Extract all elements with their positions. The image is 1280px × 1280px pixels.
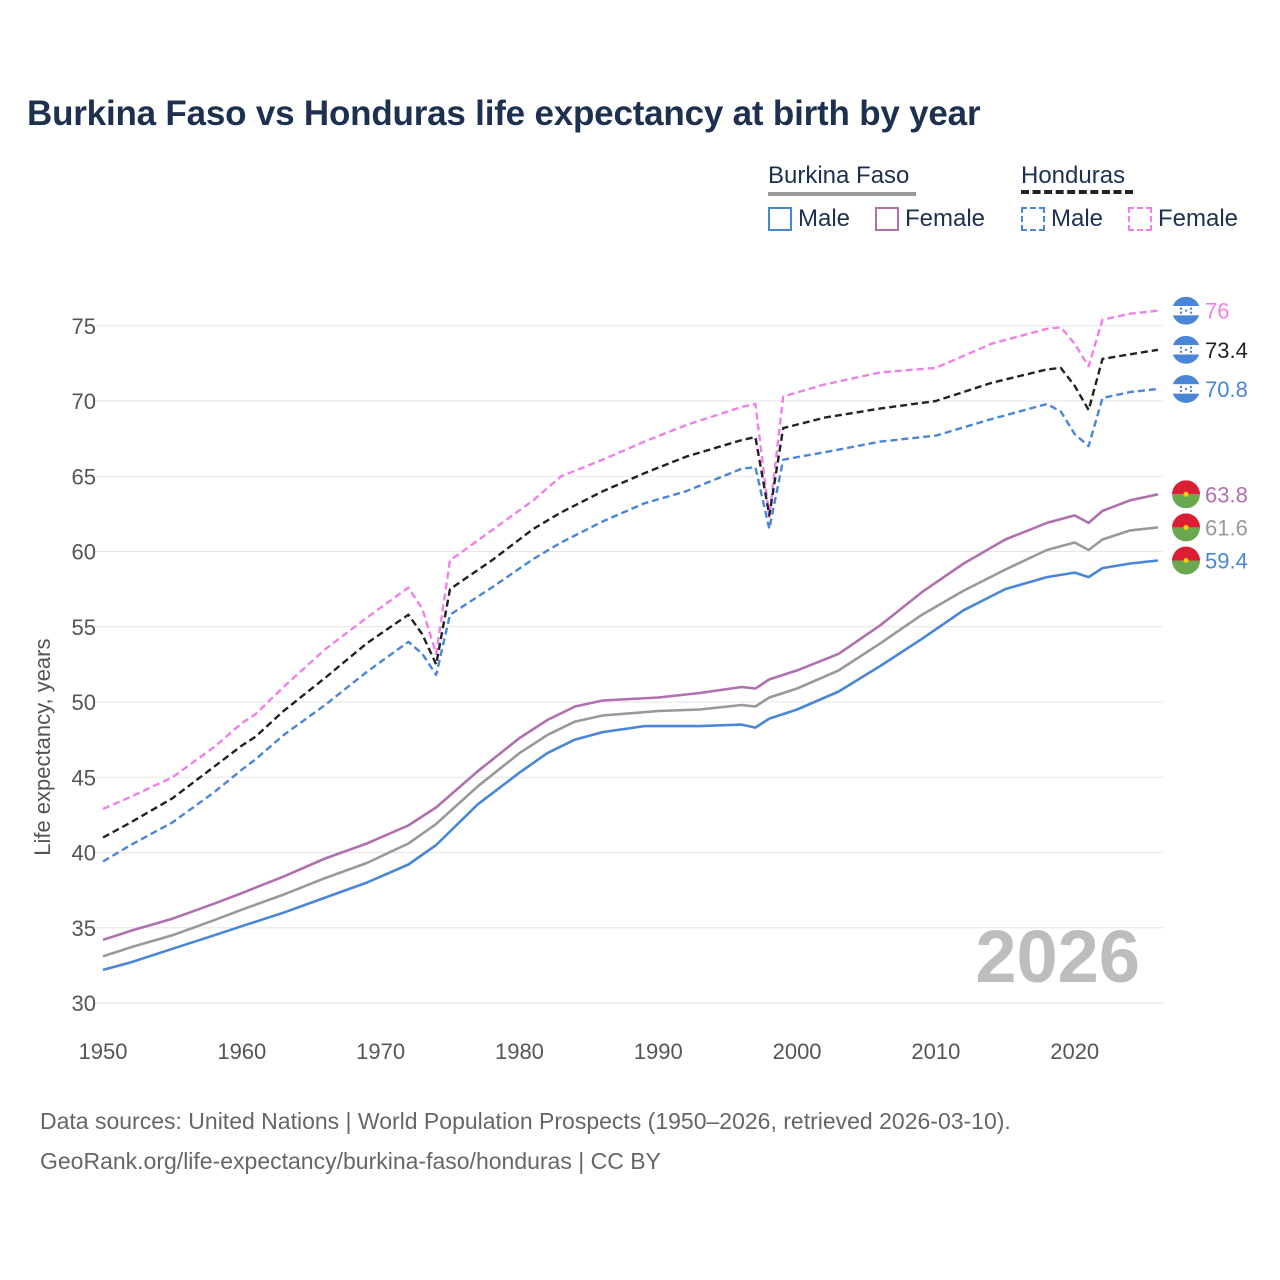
year-watermark: 2026 (975, 915, 1140, 998)
legend-group-honduras[interactable]: Honduras (1021, 162, 1126, 189)
series-line-burkina-faso-both (102, 526, 1159, 958)
legend-group-honduras-line (1021, 190, 1133, 194)
legend-group-burkina-faso-line (768, 192, 916, 196)
honduras-flag-icon (1172, 335, 1200, 364)
x-tick-label: 1970 (356, 1039, 405, 1064)
legend-item-burkina-female[interactable]: Female (875, 205, 985, 233)
end-value-label: 76 (1205, 299, 1229, 324)
legend-swatch-burkina-male (768, 207, 792, 231)
source-line-2[interactable]: GeoRank.org/life-expectancy/burkina-faso… (40, 1148, 661, 1174)
y-tick-label: 70 (72, 389, 96, 414)
legend-item-burkina-male[interactable]: Male (768, 205, 850, 233)
x-tick-label: 1980 (495, 1039, 544, 1064)
legend-item-honduras-male[interactable]: Male (1021, 205, 1103, 233)
legend-swatch-burkina-female (875, 207, 899, 231)
source-line-1: Data sources: United Nations | World Pop… (40, 1108, 1011, 1134)
series-line-burkina-faso-female (102, 493, 1159, 942)
legend-swatch-honduras-male (1021, 207, 1045, 231)
x-tick-label: 1950 (79, 1039, 128, 1064)
y-tick-label: 60 (72, 540, 96, 565)
end-value-label: 70.8 (1205, 377, 1248, 402)
legend-swatch-honduras-female (1128, 207, 1152, 231)
y-tick-label: 65 (72, 464, 96, 489)
chart-title: Burkina Faso vs Honduras life expectancy… (27, 94, 981, 133)
x-tick-label: 1990 (634, 1039, 683, 1064)
y-tick-label: 35 (72, 916, 96, 941)
legend-label: Female (1158, 205, 1239, 232)
y-axis-label: Life expectancy, years (30, 639, 55, 856)
y-tick-label: 55 (72, 615, 96, 640)
end-value-label: 61.6 (1205, 515, 1248, 540)
burkina-faso-flag-icon (1172, 513, 1200, 542)
series-line-burkina-faso-male (102, 559, 1159, 972)
legend-group-burkina-faso[interactable]: Burkina Faso (768, 162, 910, 189)
y-tick-label: 45 (72, 765, 96, 790)
end-value-label: 73.4 (1205, 338, 1248, 363)
y-tick-label: 75 (72, 314, 96, 339)
series-line-honduras-female (102, 309, 1159, 811)
burkina-faso-flag-icon (1172, 480, 1200, 509)
burkina-faso-flag-icon (1172, 546, 1200, 575)
x-tick-label: 2010 (911, 1039, 960, 1064)
y-tick-label: 40 (72, 841, 96, 866)
x-tick-label: 2020 (1050, 1039, 1099, 1064)
series-line-honduras-both (102, 348, 1159, 839)
honduras-flag-icon (1172, 296, 1200, 325)
y-tick-label: 50 (72, 690, 96, 715)
legend-label: Male (798, 205, 851, 232)
x-tick-label: 2000 (773, 1039, 822, 1064)
series-line-honduras-male (102, 387, 1159, 863)
end-value-label: 63.8 (1205, 482, 1248, 507)
x-tick-label: 1960 (217, 1039, 266, 1064)
honduras-flag-icon (1172, 374, 1200, 403)
end-value-label: 59.4 (1205, 549, 1248, 574)
legend-label: Male (1051, 205, 1104, 232)
legend-item-honduras-female[interactable]: Female (1128, 205, 1238, 233)
legend-label: Female (905, 205, 986, 232)
y-tick-label: 30 (72, 991, 96, 1016)
